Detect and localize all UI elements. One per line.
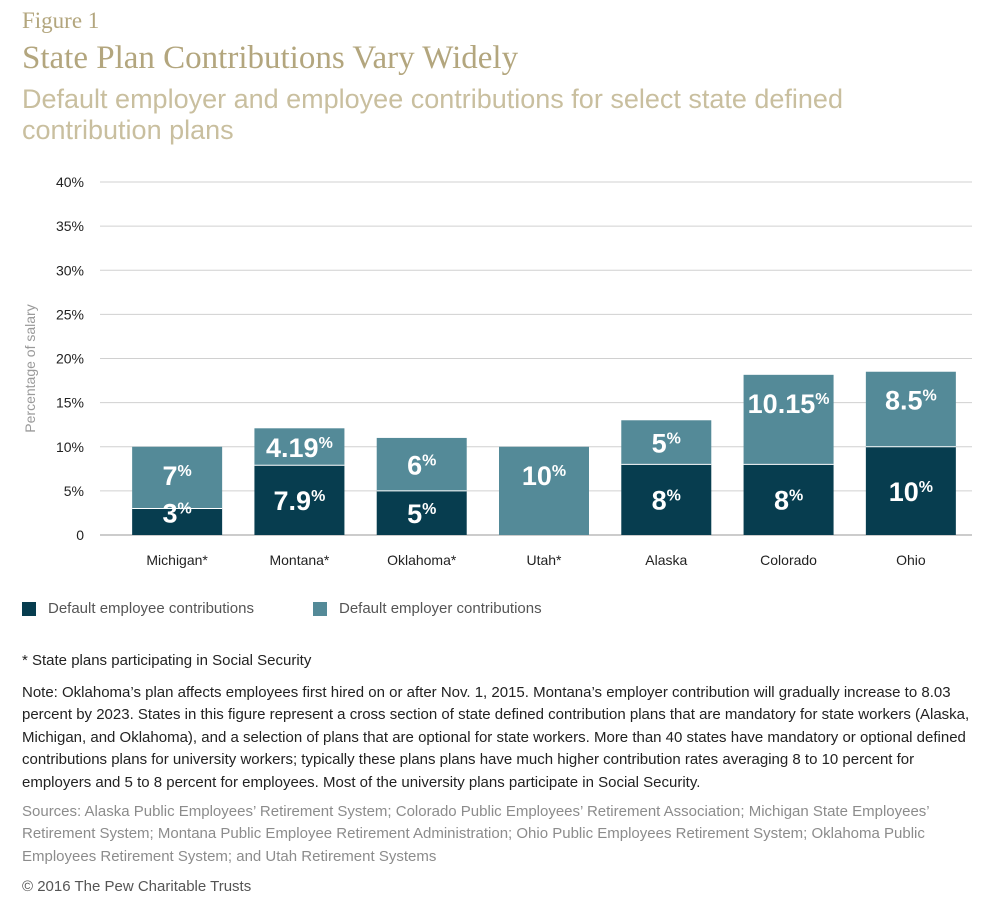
data-label: 7% <box>163 461 192 491</box>
data-label: 6% <box>407 450 436 480</box>
x-category-label: Colorado <box>760 552 817 568</box>
legend-label-employee: Default employee contributions <box>48 600 254 617</box>
x-category-label: Oklahoma* <box>387 552 457 568</box>
y-tick-label: 10% <box>56 439 84 455</box>
legend-item-employer: Default employer contributions <box>313 600 542 617</box>
bars <box>132 371 956 535</box>
bar-employer <box>865 371 956 447</box>
bar-employee <box>132 508 223 535</box>
x-category-label: Ohio <box>896 552 926 568</box>
legend-item-employee: Default employee contributions <box>22 600 254 617</box>
bar-employee <box>376 490 467 535</box>
x-category-label: Michigan* <box>146 552 208 568</box>
data-labels: 3%7%7.9%4.19%5%6% 10%8%5%8%10.15%10%8.5% <box>163 386 937 529</box>
gridlines <box>100 181 972 536</box>
data-label: 8% <box>774 486 803 516</box>
bar-employee <box>865 446 956 535</box>
sources: Sources: Alaska Public Employees’ Retire… <box>22 803 930 865</box>
bar-employee <box>254 465 345 535</box>
data-label: 5% <box>652 428 681 458</box>
y-tick-label: 5% <box>64 483 84 499</box>
figure-label: Figure 1 <box>22 8 100 33</box>
x-axis-categories: Michigan* Montana* Oklahoma* Utah* Alaska Col… <box>146 552 925 568</box>
bar-employer <box>254 428 345 466</box>
legend-swatch-employee <box>22 601 36 616</box>
y-tick-label: 40% <box>56 174 84 190</box>
chart-subtitle: Default employer and employee contributi… <box>22 84 843 145</box>
bar-employer <box>499 446 589 535</box>
bar-employer <box>621 420 712 465</box>
footnote: * State plans participating in Social Se… <box>22 652 312 669</box>
data-label: 4.19% <box>266 433 333 463</box>
note: Note: Oklahoma’s plan affects employees … <box>22 684 970 791</box>
copyright: © 2016 The Pew Charitable Trusts <box>22 878 252 895</box>
y-axis-ticks: 0 5% 10% 15% 20% 25% 30% 35% 40% <box>56 174 84 543</box>
y-axis-label: Percentage of salary <box>22 304 38 432</box>
bar-employee <box>621 464 712 535</box>
bar-employer <box>376 437 467 491</box>
stacked-bar-chart: 0 5% 10% 15% 20% 25% 30% 35% 40% Percentage of s… <box>22 174 972 568</box>
y-tick-label: 35% <box>56 218 84 234</box>
bar-employer <box>743 374 834 465</box>
chart-title: State Plan Contributions Vary Widely <box>22 40 519 76</box>
y-tick-label: 0 <box>76 527 84 543</box>
x-category-label: Utah* <box>526 552 562 568</box>
legend-label-employer: Default employer contributions <box>339 600 542 617</box>
y-tick-label: 20% <box>56 351 84 367</box>
x-category-label: Montana* <box>269 552 329 568</box>
data-label: 8% <box>652 486 681 516</box>
y-tick-label: 25% <box>56 306 84 322</box>
bar-employee <box>743 464 834 535</box>
bar-employer <box>132 446 223 509</box>
x-category-label: Alaska <box>645 552 687 568</box>
y-tick-label: 15% <box>56 395 84 411</box>
legend-swatch-employer <box>313 601 327 616</box>
y-tick-label: 30% <box>56 262 84 278</box>
